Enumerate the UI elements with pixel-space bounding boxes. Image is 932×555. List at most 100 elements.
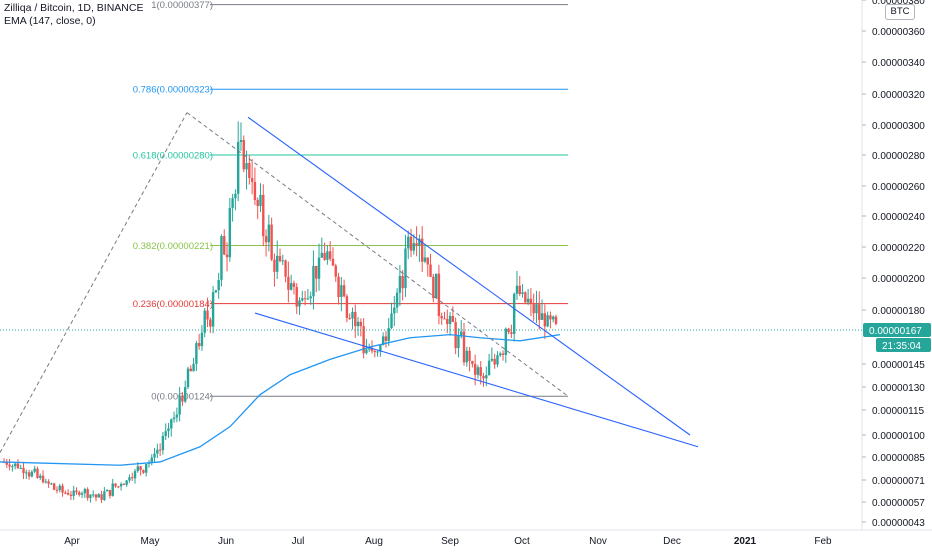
candle-body[interactable] [100, 494, 103, 500]
candle-body[interactable] [342, 285, 346, 297]
candle-body[interactable] [61, 485, 64, 493]
candle-body[interactable] [278, 255, 282, 261]
candle-body[interactable] [490, 358, 494, 361]
candle-body[interactable] [395, 292, 399, 308]
candle-body[interactable] [328, 251, 332, 259]
candle-body[interactable] [36, 468, 39, 478]
candle-body[interactable] [485, 375, 488, 379]
candle-body[interactable] [387, 328, 390, 341]
candle-body[interactable] [526, 298, 530, 303]
candle-body[interactable] [108, 489, 112, 496]
candle-body[interactable] [89, 494, 92, 498]
candle-body[interactable] [301, 298, 304, 301]
candle-body[interactable] [320, 252, 324, 258]
last-price-badge[interactable] [863, 323, 931, 337]
candle-body[interactable] [55, 489, 59, 491]
candle-body[interactable] [267, 224, 271, 243]
candle-body[interactable] [309, 296, 312, 299]
candle-body[interactable] [22, 467, 25, 474]
candle-body[interactable] [487, 360, 491, 376]
candle-body[interactable] [206, 310, 209, 320]
trendline-fib-anchor-down[interactable] [186, 112, 569, 397]
trendline-upper-resistance[interactable] [247, 116, 691, 436]
candle-body[interactable] [117, 486, 120, 488]
candle-body[interactable] [418, 238, 421, 246]
candle-body[interactable] [298, 300, 301, 307]
candle-body[interactable] [429, 264, 432, 277]
candle-body[interactable] [507, 328, 510, 333]
candle-body[interactable] [259, 194, 262, 206]
candle-body[interactable] [549, 315, 552, 320]
candle-body[interactable] [356, 321, 360, 327]
candle-body[interactable] [5, 462, 8, 465]
candle-body[interactable] [39, 475, 42, 478]
candle-body[interactable] [365, 349, 368, 354]
candle-body[interactable] [197, 343, 201, 347]
candle-body[interactable] [535, 304, 538, 314]
candle-body[interactable] [273, 259, 276, 272]
candle-body[interactable] [337, 276, 340, 298]
candle-body[interactable] [468, 350, 471, 361]
candle-body[interactable] [103, 491, 106, 500]
candle-body[interactable] [292, 283, 296, 287]
candle-body[interactable] [264, 236, 268, 243]
candle-body[interactable] [326, 251, 329, 260]
candle-body[interactable] [139, 466, 142, 470]
candle-body[interactable] [379, 345, 382, 352]
candle-body[interactable] [209, 319, 212, 327]
candle-body[interactable] [131, 477, 134, 479]
candle-body[interactable] [136, 466, 140, 472]
candle-body[interactable] [161, 435, 165, 451]
candle-body[interactable] [476, 367, 480, 375]
candle-body[interactable] [303, 298, 307, 300]
candle-body[interactable] [401, 275, 404, 289]
candle-body[interactable] [25, 472, 28, 474]
candle-body[interactable] [11, 466, 14, 468]
candle-body[interactable] [276, 255, 279, 272]
candle-body[interactable] [50, 483, 53, 485]
candle-body[interactable] [306, 298, 310, 300]
candle-body[interactable] [80, 493, 84, 495]
candle-body[interactable] [543, 313, 547, 327]
candle-body[interactable] [13, 463, 17, 467]
candle-body[interactable] [167, 428, 170, 432]
candle-body[interactable] [462, 331, 466, 363]
candle-body[interactable] [295, 286, 298, 307]
trendline-fib-anchor-up[interactable] [0, 112, 188, 453]
candle-body[interactable] [92, 494, 95, 496]
candle-body[interactable] [529, 298, 533, 304]
candle-body[interactable] [16, 463, 20, 468]
candle-body[interactable] [312, 265, 315, 297]
candle-body[interactable] [420, 238, 424, 262]
candle-body[interactable] [172, 417, 176, 420]
candle-body[interactable] [524, 292, 527, 303]
candle-body[interactable] [460, 331, 463, 336]
candle-body[interactable] [540, 313, 544, 320]
candle-body[interactable] [281, 260, 284, 262]
candle-body[interactable] [554, 316, 558, 324]
candle-body[interactable] [334, 265, 337, 277]
candle-body[interactable] [83, 489, 87, 494]
candle-body[interactable] [390, 313, 393, 329]
candle-body[interactable] [521, 292, 524, 294]
candle-body[interactable] [114, 483, 117, 487]
candle-body[interactable] [30, 471, 34, 477]
candle-body[interactable] [150, 457, 153, 463]
candle-body[interactable] [482, 375, 485, 379]
candle-body[interactable] [493, 358, 496, 365]
candle-body[interactable] [362, 326, 365, 354]
candle-body[interactable] [451, 315, 455, 322]
candle-body[interactable] [220, 236, 223, 280]
candle-body[interactable] [501, 353, 505, 355]
candle-body[interactable] [69, 494, 73, 496]
candle-body[interactable] [376, 351, 379, 353]
candle-body[interactable] [27, 472, 31, 477]
candle-body[interactable] [105, 489, 109, 492]
candle-body[interactable] [381, 336, 385, 346]
candle-body[interactable] [354, 311, 357, 327]
ema-line[interactable] [0, 333, 561, 466]
candle-body[interactable] [234, 193, 237, 199]
candle-body[interactable] [289, 283, 293, 290]
candle-body[interactable] [512, 293, 516, 334]
